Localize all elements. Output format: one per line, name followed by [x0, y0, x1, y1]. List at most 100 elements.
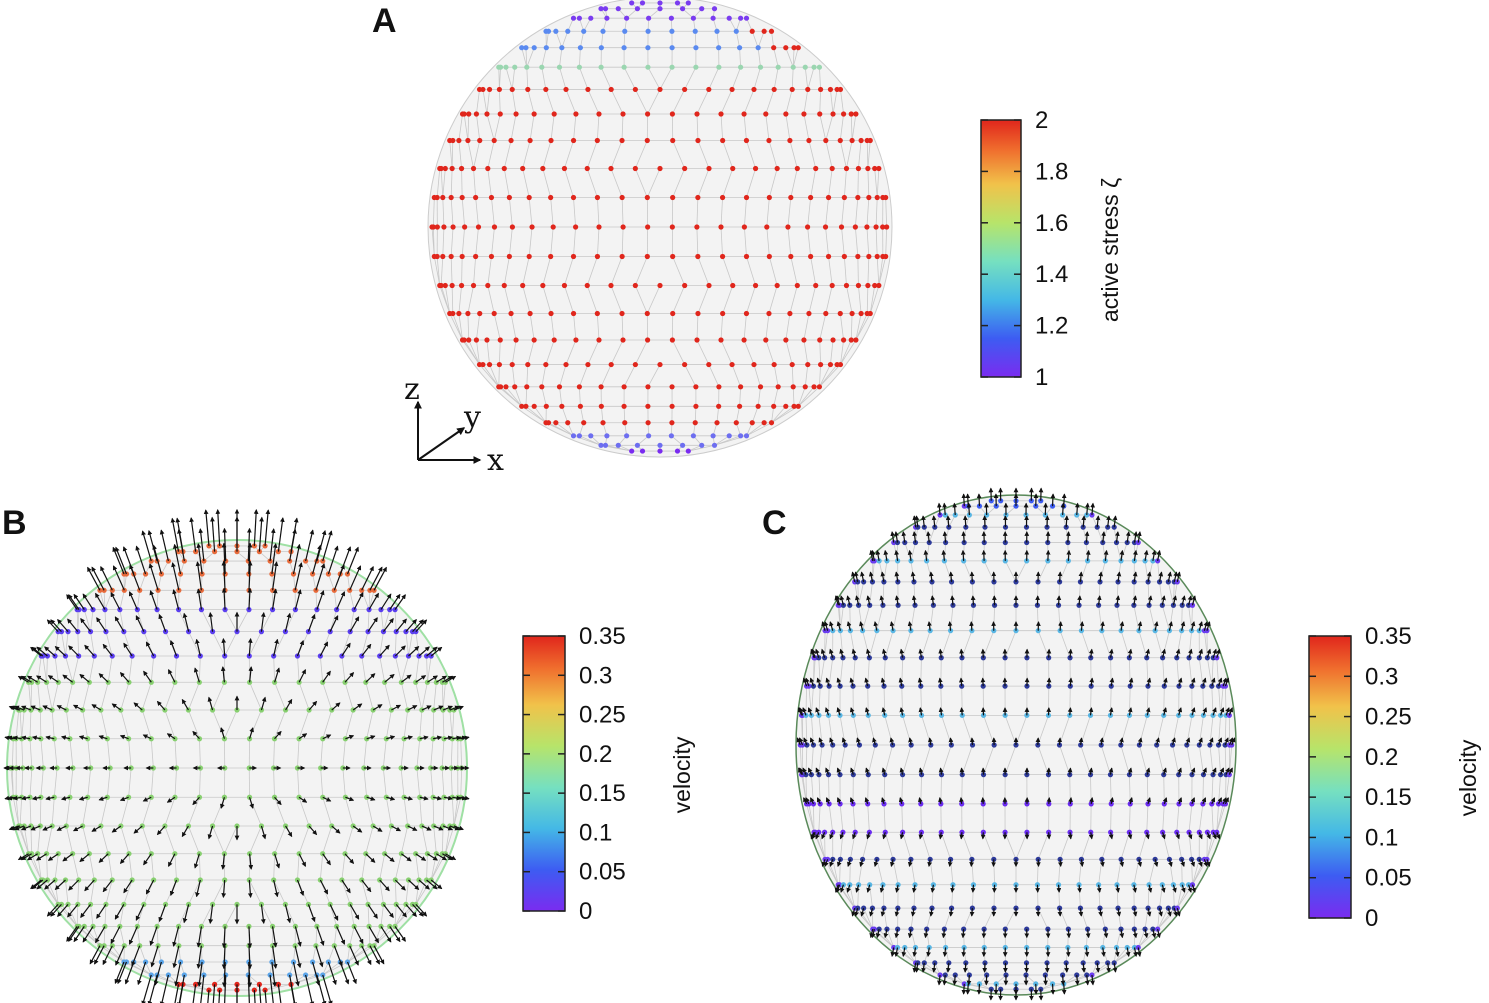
sphere-c-arrow [1050, 493, 1056, 507]
sphere-b-arrow [221, 945, 227, 970]
sphere-a-node [766, 194, 772, 201]
sphere-b-arrow [272, 561, 279, 591]
sphere-b-arrow [415, 619, 428, 633]
sphere-c-arrow [960, 549, 966, 561]
sphere-a-node [531, 111, 537, 117]
sphere-a-node [867, 310, 873, 317]
sphere-c-arrow [969, 571, 975, 582]
sphere-a-node [543, 361, 549, 368]
sphere-c-node [1161, 712, 1167, 718]
sphere-a-node [823, 310, 829, 317]
sphere-b-arrow [394, 926, 406, 942]
sphere-b-arrow [349, 565, 362, 591]
colorbar-c-tick-label: 0 [1365, 905, 1378, 932]
sphere-b-arrow [433, 825, 444, 831]
sphere-b-arrow [177, 528, 185, 562]
sphere-a-node [876, 282, 882, 289]
sphere-b-node [269, 607, 276, 613]
sphere-b-arrow [142, 796, 152, 802]
sphere-c-node [1217, 772, 1224, 778]
sphere-b-node [246, 765, 252, 771]
sphere-b-node [269, 571, 275, 577]
sphere-b-arrow [407, 825, 418, 831]
sphere-c-node [1046, 683, 1052, 689]
sphere-a-node [486, 361, 493, 368]
sphere-a-node [757, 384, 764, 390]
sphere-b-arrow [352, 703, 363, 711]
sphere-c-node [867, 602, 873, 608]
sphere-c-node [918, 801, 924, 807]
sphere-b-arrow [100, 565, 113, 591]
sphere-b-arrow [426, 879, 438, 890]
sphere-c-node [865, 683, 871, 689]
sphere-c-node [1023, 524, 1030, 530]
sphere-b-arrow [208, 904, 214, 925]
sphere-a-node [563, 361, 569, 368]
sphere-b-arrow [403, 735, 414, 741]
sphere-a-node [789, 361, 795, 368]
sphere-a-node [694, 224, 700, 230]
sphere-a-node [485, 282, 491, 289]
sphere-a-node [470, 282, 477, 289]
sphere-a-node [551, 111, 557, 117]
sphere-b-node [251, 543, 257, 549]
sphere-b-node [217, 543, 223, 549]
sphere-a-node [858, 310, 864, 317]
sphere-c-node [1063, 524, 1069, 530]
sphere-b-arrow [96, 617, 107, 632]
sphere-c-node [869, 579, 876, 585]
sphere-c-node [826, 801, 832, 807]
sphere-a-node [669, 28, 675, 34]
sphere-b-arrow [322, 734, 332, 740]
sphere-a-node [855, 194, 861, 201]
sphere-b-arrow [269, 974, 276, 1003]
sphere-b-arrow [361, 565, 374, 591]
sphere-a-node [491, 137, 497, 144]
sphere-c-node [926, 539, 932, 546]
sphere-b-arrow [260, 696, 267, 711]
sphere-b-arrow [220, 727, 226, 739]
sphere-b-arrow [322, 796, 332, 802]
sphere-c-arrow [1061, 983, 1067, 995]
sphere-a-node [775, 384, 781, 390]
sphere-b-node [148, 558, 154, 564]
sphere-a-node [867, 137, 873, 144]
sphere-c-node [1114, 602, 1120, 608]
sphere-a-node [801, 337, 807, 343]
sphere-b-arrow [247, 945, 253, 970]
sphere-b-arrow [285, 698, 293, 711]
sphere-c-node [865, 772, 871, 778]
sphere-c-node [948, 742, 954, 748]
sphere-b-node [313, 587, 319, 593]
sphere-a-node [473, 337, 480, 343]
sphere-b-node [234, 549, 240, 555]
sphere-b-node [148, 736, 154, 742]
sphere-b-arrow [145, 641, 155, 657]
sphere-c-node [837, 856, 843, 862]
sphere-b-arrow [119, 734, 129, 740]
sphere-a-node [501, 165, 507, 172]
sphere-a-node [783, 111, 789, 117]
sphere-c-node [902, 539, 908, 546]
sphere-b-node [342, 736, 348, 742]
sphere-b-arrow [289, 528, 297, 562]
sphere-a-node [843, 165, 850, 172]
sphere-a-node [456, 137, 462, 144]
sphere-a-node [670, 310, 676, 317]
sphere-b-arrow [27, 853, 38, 861]
sphere-a-node [771, 45, 777, 51]
sphere-b-arrow [353, 592, 364, 610]
sphere-b-arrow [372, 704, 383, 711]
sphere-b-arrow [87, 566, 101, 591]
sphere-a-node [645, 64, 651, 70]
sphere-b-arrow [36, 675, 47, 683]
sphere-a-node [838, 224, 845, 230]
sphere-b-arrow [50, 619, 62, 633]
sphere-b-arrow [389, 926, 401, 943]
sphere-a-node [545, 420, 552, 426]
sphere-c-node [804, 742, 810, 748]
sphere-a-node [539, 384, 545, 390]
sphere-b-arrow [296, 879, 305, 896]
sphere-c-node [1200, 772, 1207, 778]
sphere-b-arrow [210, 516, 216, 552]
